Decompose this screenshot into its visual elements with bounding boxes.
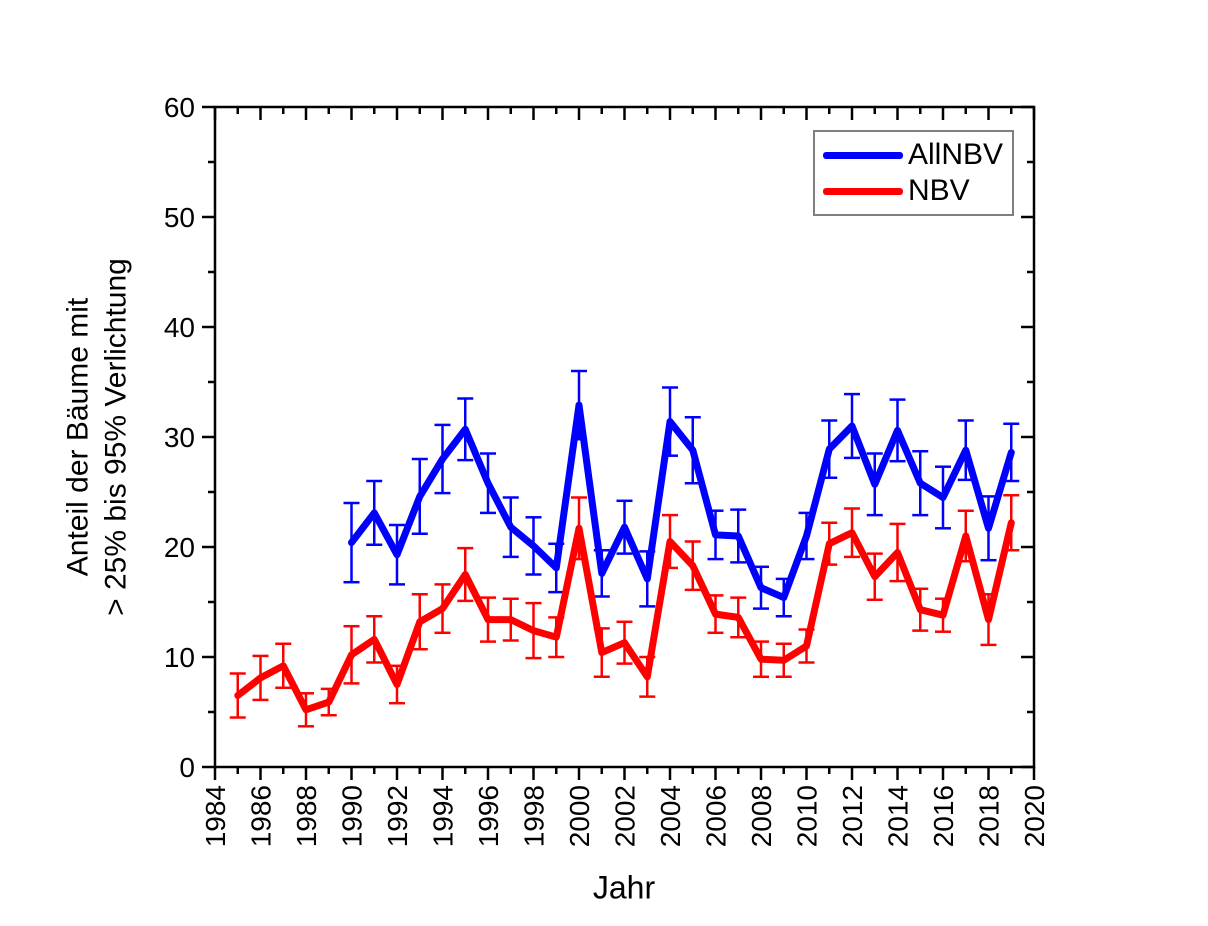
y-axis-label: Anteil der Bäume mit > 25% bis 95% Verli… (60, 258, 137, 616)
legend-label-allnbv: AllNBV (908, 138, 1004, 171)
x-axis-label: Jahr (592, 869, 656, 906)
svg-text:50: 50 (164, 202, 195, 233)
svg-text:1990: 1990 (337, 785, 368, 847)
svg-text:1994: 1994 (428, 785, 459, 847)
svg-text:0: 0 (179, 752, 195, 783)
legend-entry-nbv: NBV (823, 176, 1012, 206)
svg-text:1986: 1986 (246, 785, 277, 847)
svg-text:10: 10 (164, 642, 195, 673)
svg-text:1996: 1996 (473, 785, 504, 847)
legend-entry-allnbv: AllNBV (823, 140, 1012, 170)
svg-text:1992: 1992 (382, 785, 413, 847)
svg-text:1984: 1984 (200, 785, 231, 847)
svg-text:1988: 1988 (291, 785, 322, 847)
svg-text:40: 40 (164, 312, 195, 343)
svg-text:2004: 2004 (655, 785, 686, 847)
svg-text:60: 60 (164, 92, 195, 123)
legend: AllNBV NBV (813, 130, 1014, 216)
legend-label-nbv: NBV (908, 174, 970, 207)
nbv-line-swatch (823, 187, 903, 195)
y-axis-label-line2: > 25% bis 95% Verlichtung (100, 258, 133, 616)
svg-text:2016: 2016 (928, 785, 959, 847)
svg-text:1998: 1998 (519, 785, 550, 847)
svg-text:2000: 2000 (564, 785, 595, 847)
svg-text:2010: 2010 (792, 785, 823, 847)
svg-text:20: 20 (164, 532, 195, 563)
svg-text:30: 30 (164, 422, 195, 453)
allnbv-line-swatch (823, 151, 903, 159)
svg-text:2018: 2018 (974, 785, 1005, 847)
svg-text:2006: 2006 (701, 785, 732, 847)
svg-text:2012: 2012 (837, 785, 868, 847)
svg-text:2002: 2002 (610, 785, 641, 847)
svg-text:2008: 2008 (746, 785, 777, 847)
svg-text:2014: 2014 (883, 785, 914, 847)
y-axis-label-line1: Anteil der Bäume mit (61, 297, 95, 577)
svg-text:2020: 2020 (1019, 785, 1050, 847)
